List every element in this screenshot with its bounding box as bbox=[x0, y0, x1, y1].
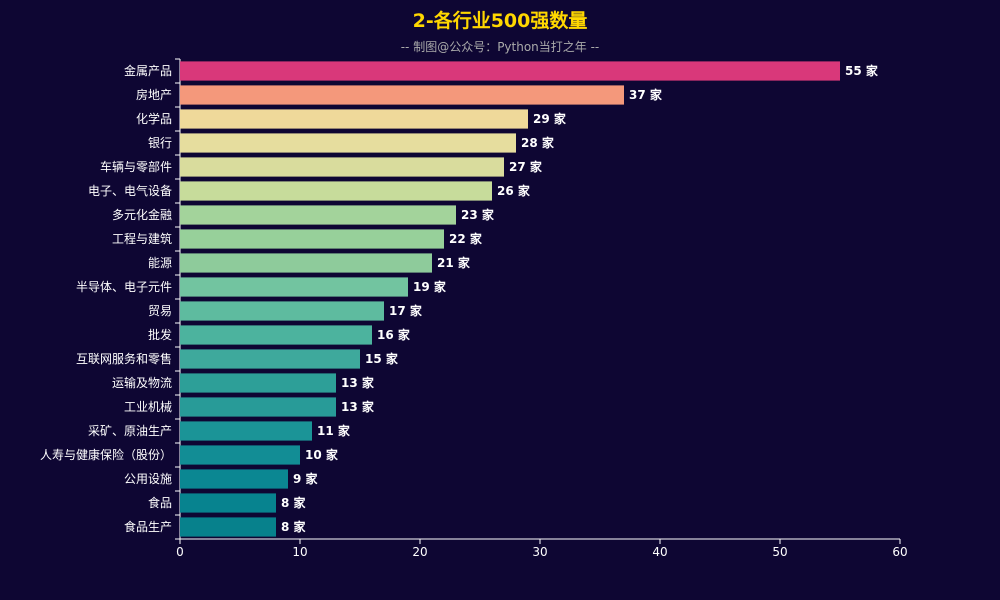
category-label: 食品 bbox=[148, 495, 172, 510]
category-label: 公用设施 bbox=[124, 472, 172, 486]
category-label: 采矿、原油生产 bbox=[88, 424, 172, 438]
bar bbox=[180, 301, 384, 321]
bar bbox=[180, 229, 444, 249]
data-label: 8 家 bbox=[281, 519, 307, 534]
data-label: 37 家 bbox=[629, 87, 663, 102]
bar bbox=[180, 469, 288, 489]
x-tick-label: 50 bbox=[772, 545, 787, 559]
bar bbox=[180, 517, 276, 537]
data-label: 21 家 bbox=[437, 255, 471, 270]
data-label: 10 家 bbox=[305, 447, 339, 462]
bar bbox=[180, 277, 408, 297]
category-label: 电子、电气设备 bbox=[88, 183, 172, 198]
bar bbox=[180, 349, 360, 369]
data-label: 16 家 bbox=[377, 327, 411, 342]
category-label: 化学品 bbox=[136, 111, 172, 126]
category-label: 房地产 bbox=[136, 87, 172, 102]
category-label: 半导体、电子元件 bbox=[76, 280, 172, 294]
bar bbox=[180, 397, 336, 417]
data-label: 9 家 bbox=[293, 471, 319, 486]
category-label: 食品生产 bbox=[124, 519, 172, 534]
data-label: 23 家 bbox=[461, 207, 495, 222]
bar bbox=[180, 445, 300, 465]
chart-subtitle: -- 制图@公众号：Python当打之年 -- bbox=[400, 40, 600, 54]
data-label: 28 家 bbox=[521, 135, 555, 150]
x-tick-label: 40 bbox=[652, 545, 667, 559]
category-label: 人寿与健康保险（股份） bbox=[40, 447, 172, 462]
category-label: 批发 bbox=[148, 327, 172, 342]
category-label: 互联网服务和零售 bbox=[76, 351, 172, 366]
bar bbox=[180, 325, 372, 345]
data-label: 13 家 bbox=[341, 399, 375, 414]
data-label: 55 家 bbox=[845, 63, 879, 78]
bar bbox=[180, 421, 312, 441]
category-label: 银行 bbox=[148, 136, 172, 150]
bar bbox=[180, 493, 276, 513]
bar bbox=[180, 109, 528, 129]
data-label: 27 家 bbox=[509, 159, 543, 174]
data-label: 17 家 bbox=[389, 303, 423, 318]
data-label: 22 家 bbox=[449, 231, 483, 246]
bar bbox=[180, 373, 336, 393]
data-label: 8 家 bbox=[281, 495, 307, 510]
category-label: 车辆与零部件 bbox=[100, 159, 172, 174]
x-tick-label: 10 bbox=[292, 545, 307, 559]
category-label: 贸易 bbox=[148, 304, 172, 318]
x-tick-label: 60 bbox=[892, 545, 907, 559]
data-label: 13 家 bbox=[341, 375, 375, 390]
bar bbox=[180, 253, 432, 273]
x-tick-label: 30 bbox=[532, 545, 547, 559]
category-label: 运输及物流 bbox=[112, 375, 172, 390]
data-label: 11 家 bbox=[317, 423, 351, 438]
data-label: 29 家 bbox=[533, 111, 567, 126]
bar bbox=[180, 205, 456, 225]
category-label: 多元化金融 bbox=[112, 207, 172, 222]
category-label: 金属产品 bbox=[124, 63, 172, 78]
bar bbox=[180, 181, 492, 201]
category-label: 工程与建筑 bbox=[112, 231, 172, 246]
x-tick-label: 0 bbox=[176, 545, 184, 559]
bar bbox=[180, 133, 516, 153]
chart-title: 2-各行业500强数量 bbox=[412, 10, 588, 32]
x-tick-label: 20 bbox=[412, 545, 427, 559]
data-label: 19 家 bbox=[413, 279, 447, 294]
bar bbox=[180, 85, 624, 105]
data-label: 15 家 bbox=[365, 351, 399, 366]
bar bbox=[180, 157, 504, 177]
category-label: 工业机械 bbox=[124, 399, 172, 414]
category-label: 能源 bbox=[148, 256, 172, 270]
bar bbox=[180, 61, 840, 81]
data-label: 26 家 bbox=[497, 183, 531, 198]
